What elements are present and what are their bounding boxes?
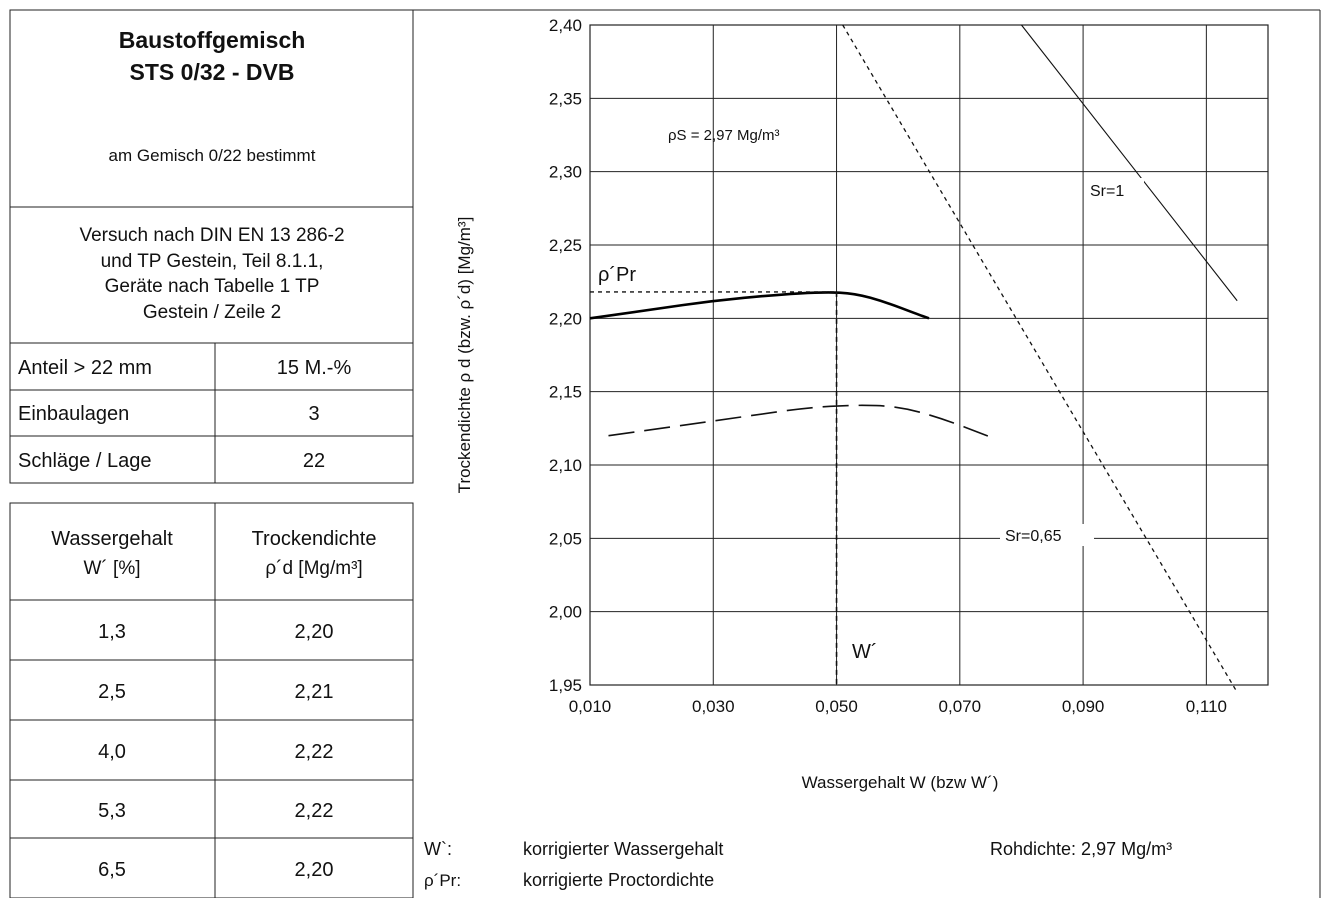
legend-rho-symbol: ρ´Pr: bbox=[424, 871, 461, 890]
param-value: 3 bbox=[308, 403, 319, 425]
x-tick-label: 0,030 bbox=[692, 697, 735, 716]
data-table bbox=[9, 502, 414, 898]
method-line: Versuch nach DIN EN 13 286-2 bbox=[79, 225, 344, 246]
w-prime-annotation: W´ bbox=[852, 641, 878, 663]
series-line-solid-thin bbox=[1021, 24, 1238, 302]
legend-w-symbol: W`: bbox=[424, 839, 452, 859]
subtitle: am Gemisch 0/22 bestimmt bbox=[109, 146, 316, 165]
cell-w: 2,5 bbox=[98, 681, 126, 703]
method-line: und TP Gestein, Teil 8.1.1, bbox=[101, 251, 324, 272]
series-line-solid-thick bbox=[589, 291, 930, 320]
sr065-annotation: Sr=0,65 bbox=[1005, 528, 1062, 545]
cell-rho: 2,22 bbox=[295, 800, 334, 822]
cell-w: 5,3 bbox=[98, 800, 126, 822]
param-label: Anteil > 22 mm bbox=[18, 357, 152, 379]
col2-unit: ρ´d [Mg/m³] bbox=[265, 558, 362, 579]
y-tick-label: 2,15 bbox=[549, 383, 582, 402]
col1-unit: W´ [%] bbox=[84, 558, 141, 579]
cell-rho: 2,20 bbox=[295, 859, 334, 881]
sr1-annotation: Sr=1 bbox=[1090, 183, 1124, 200]
y-tick-label: 1,95 bbox=[549, 676, 582, 695]
col1-header: Wassergehalt bbox=[51, 528, 173, 550]
param-label: Einbaulagen bbox=[18, 403, 129, 425]
cell-rho: 2,20 bbox=[295, 621, 334, 643]
method-line: Geräte nach Tabelle 1 TP bbox=[105, 276, 320, 297]
params-box bbox=[9, 342, 414, 484]
cell-w: 4,0 bbox=[98, 741, 126, 763]
y-tick-label: 2,25 bbox=[549, 236, 582, 255]
title-line1: Baustoffgemisch bbox=[119, 27, 306, 53]
col2-header: Trockendichte bbox=[252, 528, 377, 550]
cell-rho: 2,22 bbox=[295, 741, 334, 763]
y-tick-label: 2,05 bbox=[549, 529, 582, 548]
series-line-short-dash bbox=[842, 24, 1238, 693]
annotation-background bbox=[1000, 524, 1094, 546]
param-label: Schläge / Lage bbox=[18, 450, 151, 472]
rho-pr-annotation: ρ´Pr bbox=[598, 264, 636, 286]
y-tick-label: 2,40 bbox=[549, 16, 582, 35]
param-value: 22 bbox=[303, 450, 325, 472]
rho-s-annotation: ρS = 2,97 Mg/m³ bbox=[668, 127, 780, 144]
x-tick-label: 0,050 bbox=[815, 697, 858, 716]
series-line-long-dash bbox=[608, 404, 991, 438]
y-tick-label: 2,10 bbox=[549, 456, 582, 475]
rohdichte-label: Rohdichte: 2,97 Mg/m³ bbox=[990, 839, 1172, 859]
cell-w: 1,3 bbox=[98, 621, 126, 643]
cell-w: 6,5 bbox=[98, 859, 126, 881]
method-line: Gestein / Zeile 2 bbox=[143, 302, 281, 323]
x-tick-label: 0,090 bbox=[1062, 697, 1105, 716]
legend-w-text: korrigierter Wassergehalt bbox=[523, 839, 723, 859]
cell-rho: 2,21 bbox=[295, 681, 334, 703]
x-tick-label: 0,110 bbox=[1186, 697, 1227, 716]
param-value: 15 M.-% bbox=[277, 357, 352, 379]
annotation-background bbox=[1086, 178, 1144, 202]
y-tick-label: 2,35 bbox=[549, 89, 582, 108]
y-tick-label: 2,30 bbox=[549, 163, 582, 182]
x-axis-label: Wassergehalt W (bzw W´) bbox=[802, 773, 999, 792]
x-tick-label: 0,010 bbox=[569, 697, 612, 716]
y-tick-label: 2,00 bbox=[549, 603, 582, 622]
y-tick-label: 2,20 bbox=[549, 309, 582, 328]
title-line2: STS 0/32 - DVB bbox=[130, 59, 295, 85]
x-tick-label: 0,070 bbox=[939, 697, 982, 716]
y-axis-label: Trockendichte ρ d (bzw. ρ´d) [Mg/m³] bbox=[455, 217, 474, 494]
plot-area bbox=[589, 24, 1269, 686]
legend-rho-text: korrigierte Proctordichte bbox=[523, 870, 714, 890]
